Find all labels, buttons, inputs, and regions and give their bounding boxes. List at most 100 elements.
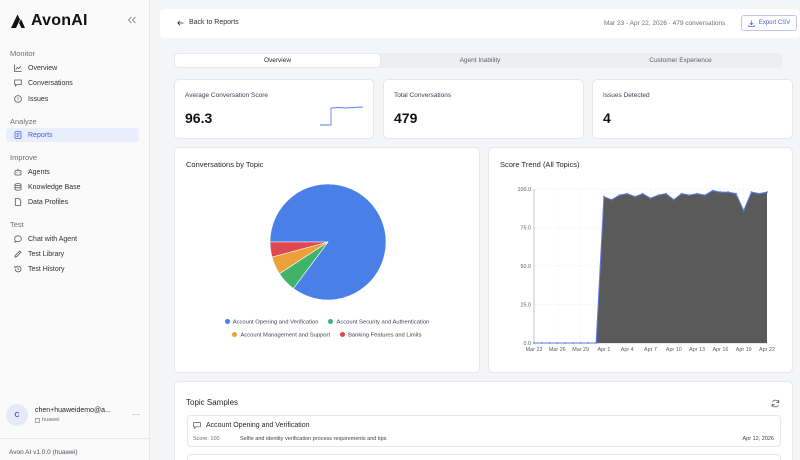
trend-point[interactable] [571, 342, 574, 344]
trend-point[interactable] [548, 342, 551, 344]
back-to-reports-link[interactable]: Back to Reports [177, 19, 239, 26]
tab-overview[interactable]: Overview [175, 54, 380, 67]
trend-point[interactable] [533, 342, 535, 344]
bot-icon [14, 168, 22, 176]
sidebar-item-agents[interactable]: Agents [6, 165, 139, 179]
section-improve: Improve [10, 153, 38, 162]
y-tick-label: 0.0 [524, 341, 532, 347]
user-menu[interactable]: C chen+huaweidemo@a... huawei ··· [6, 401, 144, 429]
sidebar-item-test-library[interactable]: Test Library [6, 247, 139, 261]
sidebar-item-conversations[interactable]: Conversations [6, 76, 139, 90]
tab-agent-inability[interactable]: Agent Inability [459, 57, 501, 64]
trend-point[interactable] [727, 191, 730, 193]
sidebar-item-knowledge-base[interactable]: Knowledge Base [6, 180, 139, 194]
history-icon [14, 265, 22, 273]
export-label: Export CSV [758, 20, 791, 26]
trend-point[interactable] [634, 195, 636, 198]
chart-title: Score Trend (All Topics) [500, 160, 580, 169]
sample-item[interactable]: Account Opening and Verification Score: … [187, 415, 781, 447]
trend-point[interactable] [672, 198, 675, 201]
sidebar-item-test-history[interactable]: Test History [6, 262, 139, 276]
sidebar-item-reports[interactable]: Reports [6, 128, 139, 142]
trend-point[interactable] [649, 197, 652, 200]
avon-logo-icon [11, 14, 25, 28]
stat-value: 479 [394, 110, 418, 126]
trend-point[interactable] [711, 189, 714, 192]
sidebar-item-data-profiles[interactable]: Data Profiles [6, 195, 139, 209]
user-org-label: huawei [42, 417, 60, 423]
trend-point[interactable] [750, 191, 753, 193]
message-icon [193, 422, 201, 429]
y-tick-label: 75.0 [521, 226, 532, 232]
app-version: Avon AI v1.0.0 (huawei) [9, 449, 78, 456]
trend-point[interactable] [603, 195, 605, 198]
legend-dot [232, 332, 238, 337]
avatar: C [6, 404, 28, 426]
report-header: Back to Reports Mar 23 - Apr 22, 2026 · … [160, 9, 800, 38]
trend-point[interactable] [556, 342, 559, 344]
sidebar-item-chat-with-agent[interactable]: Chat with Agent [6, 232, 139, 246]
trend-point[interactable] [626, 192, 629, 195]
stat-label: Issues Detected [603, 92, 650, 99]
trend-point[interactable] [587, 342, 590, 344]
trend-point[interactable] [610, 198, 613, 201]
sidebar-item-label: Chat with Agent [28, 235, 78, 243]
legend-item: Account Opening and Verification [224, 319, 318, 326]
trend-point[interactable] [719, 191, 722, 193]
pie-slice[interactable] [269, 241, 329, 258]
sidebar-item-overview[interactable]: Overview [6, 61, 139, 75]
chart-line-icon [14, 64, 22, 72]
legend-item: Account Security and Authentication [328, 319, 429, 326]
trend-point[interactable] [579, 342, 582, 344]
trend-point[interactable] [742, 209, 745, 212]
legend-item: Banking Features and Limits [340, 332, 422, 339]
trend-point[interactable] [735, 192, 737, 195]
trend-point[interactable] [641, 192, 644, 195]
trend-point[interactable] [703, 194, 706, 197]
trend-point[interactable] [665, 192, 667, 195]
trend-point[interactable] [766, 191, 768, 193]
collapse-sidebar-icon[interactable] [127, 16, 139, 26]
export-csv-button[interactable]: Export CSV [741, 15, 797, 31]
document-icon [14, 198, 22, 206]
y-tick-label: 25.0 [521, 303, 532, 309]
x-tick-label: Mar 26 [549, 347, 566, 353]
building-icon [35, 417, 40, 423]
sample-date: Apr 12, 2026 [742, 436, 775, 442]
report-tabs: Overview Agent Inability Customer Experi… [174, 53, 782, 68]
chart-title: Conversations by Topic [186, 160, 264, 169]
legend-dot [224, 319, 230, 324]
sidebar-item-label: Test Library [28, 250, 65, 258]
trend-point[interactable] [540, 342, 543, 344]
report-icon [14, 131, 22, 139]
sidebar-item-label: Agents [28, 168, 50, 176]
y-tick-label: 100.0 [518, 187, 532, 193]
trend-point[interactable] [564, 342, 566, 344]
sidebar-item-label: Data Profiles [28, 198, 69, 206]
x-tick-label: Mar 29 [572, 347, 589, 353]
brand[interactable]: AvonAI [10, 12, 88, 30]
sample-item[interactable] [187, 454, 781, 460]
trend-point[interactable] [618, 194, 621, 197]
legend-label: Account Management and Support [240, 332, 331, 339]
pie-legend-row-2: Account Management and Support Banking F… [175, 332, 479, 339]
tab-customer-experience[interactable]: Customer Experience [649, 57, 712, 64]
trend-point[interactable] [688, 194, 691, 197]
trend-point[interactable] [680, 192, 683, 195]
section-test: Test [10, 220, 24, 229]
score-trend-chart: 0.0 25.0 50.0 75.0 100.0 Mar 23 Mar 26 Mar 29 Ap… [518, 187, 775, 353]
total-conversations-card: Total Conversations 479 [383, 79, 584, 139]
stat-value: 4 [603, 110, 611, 126]
x-tick-label: Apr 1 [597, 347, 610, 353]
trend-point[interactable] [595, 342, 598, 344]
trend-point[interactable] [758, 192, 761, 195]
pie-legend-row-1: Account Opening and Verification Account… [175, 319, 479, 326]
refresh-icon[interactable] [771, 399, 780, 408]
sidebar-item-issues[interactable]: Issues [6, 92, 139, 106]
legend-dot [328, 319, 334, 324]
trend-point[interactable] [696, 192, 698, 195]
divider [0, 438, 150, 439]
download-icon [748, 20, 755, 27]
trend-point[interactable] [657, 194, 660, 197]
more-options-icon[interactable]: ··· [132, 410, 140, 419]
